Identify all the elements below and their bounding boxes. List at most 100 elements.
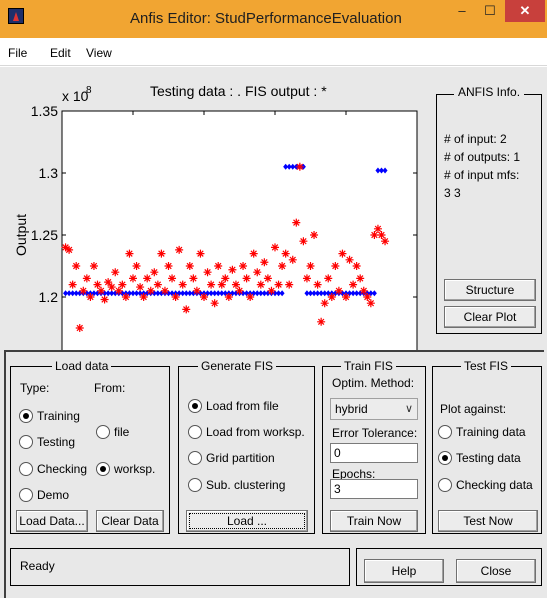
testing-data-point [263, 274, 272, 283]
bottom-frame [4, 350, 544, 598]
testing-data-point [200, 293, 208, 301]
from-label: From: [94, 381, 126, 395]
title-bar: Anfis Editor: StudPerformanceEvaluation … [0, 0, 547, 38]
radio-grid-partition[interactable] [188, 451, 202, 465]
epochs-label: Epochs: [332, 467, 376, 481]
testing-data-point [310, 231, 319, 239]
help-button[interactable]: Help [364, 559, 444, 583]
maximize-button[interactable]: ☐ [484, 3, 496, 18]
load-data-title: Load data [52, 359, 112, 373]
testing-data-point [178, 280, 187, 289]
optim-method-value: hybrid [335, 402, 368, 416]
fis-output-point [105, 290, 111, 297]
testing-data-point [317, 317, 326, 326]
train-now-button[interactable]: Train Now [330, 510, 418, 532]
plot-against-label: Plot against: [440, 402, 507, 416]
clear-data-button[interactable]: Clear Data [96, 510, 164, 532]
testing-data-point [175, 245, 184, 254]
radio-load-from-file[interactable] [188, 399, 202, 413]
window-title: Anfis Editor: StudPerformanceEvaluation [130, 10, 402, 27]
fis-output-point [318, 290, 324, 297]
fis-output-point [151, 290, 157, 297]
radio-demo[interactable] [19, 488, 33, 502]
testing-data-point [302, 274, 311, 283]
fis-output-point [166, 290, 171, 297]
train-fis-title: Train FIS [341, 359, 396, 373]
type-label: Type: [20, 381, 50, 395]
testing-data-point [271, 243, 279, 252]
minimize-button[interactable]: – [458, 3, 466, 18]
client-area: Testing data : . FIS output : * 02040608… [0, 67, 547, 598]
testing-data-point [224, 293, 233, 301]
radio-testing-data[interactable] [438, 451, 452, 465]
close-window-button[interactable]: ✕ [505, 0, 545, 22]
radio-testing[interactable] [19, 435, 33, 449]
epochs-input[interactable]: 3 [330, 479, 418, 499]
testing-data-point [239, 262, 248, 270]
testing-data-point [104, 278, 113, 287]
fis-output-point [382, 167, 388, 174]
radio-workspace-label: worksp. [114, 462, 156, 476]
fis-output-point [304, 290, 310, 297]
testing-data-point [150, 268, 159, 277]
y-tick-label: 1.35 [31, 103, 58, 119]
testing-data-point [139, 293, 148, 301]
test-now-button[interactable]: Test Now [438, 510, 538, 532]
testing-data-point [274, 280, 283, 289]
testing-data-point [334, 286, 343, 295]
menu-view[interactable]: View [86, 46, 112, 60]
testing-data-point [207, 280, 216, 289]
radio-sub-clustering[interactable] [188, 478, 202, 492]
testing-data-point [256, 280, 265, 289]
radio-training-data[interactable] [438, 425, 452, 439]
fis-output-point [155, 290, 161, 297]
fis-output-point [315, 290, 321, 297]
testing-data-point [249, 249, 258, 258]
testing-data-point [292, 218, 301, 227]
radio-training[interactable] [19, 409, 33, 423]
testing-data-point [171, 293, 180, 301]
radio-workspace[interactable] [96, 462, 110, 476]
radio-checking-data[interactable] [438, 478, 452, 492]
testing-data-point [189, 274, 198, 283]
structure-button[interactable]: Structure [444, 279, 536, 301]
menu-edit[interactable]: Edit [50, 46, 71, 60]
radio-training-label: Training [37, 409, 80, 423]
optim-method-select[interactable]: hybrid ∨ [330, 398, 418, 420]
testing-data-point [306, 262, 315, 270]
testing-data-point [153, 280, 162, 289]
close-button[interactable]: Close [456, 559, 536, 583]
testing-data-point [118, 280, 127, 289]
testing-data-point [75, 324, 84, 332]
fis-output-point [215, 290, 221, 297]
testing-data-point [111, 268, 120, 277]
testing-data-point [331, 262, 340, 270]
load-data-button[interactable]: Load Data... [16, 510, 88, 532]
fis-output-point [279, 290, 285, 297]
testing-data-point [285, 280, 294, 289]
testing-data-point [299, 237, 308, 246]
fis-output-point [130, 290, 136, 297]
radio-load-from-workspace[interactable] [188, 425, 202, 439]
info-input-mfs: # of input mfs: [444, 168, 520, 182]
fis-output-point [73, 290, 79, 297]
testing-data-point [61, 243, 70, 252]
clear-plot-button[interactable]: Clear Plot [444, 306, 536, 328]
fis-output-point [283, 163, 289, 170]
error-tolerance-label: Error Tolerance: [332, 426, 418, 440]
error-tolerance-input[interactable]: 0 [330, 443, 418, 463]
testing-data-point [107, 283, 116, 292]
radio-checking[interactable] [19, 462, 33, 476]
fis-output-point [102, 290, 108, 297]
radio-file[interactable] [96, 425, 110, 439]
load-fis-button[interactable]: Load ... [186, 510, 308, 532]
y-axis-label: Output [13, 214, 29, 256]
testing-data-point [377, 231, 386, 239]
radio-testing-label: Testing [37, 435, 76, 449]
fis-output-point [375, 167, 381, 174]
fis-output-point [109, 290, 115, 297]
testing-data-point [246, 293, 255, 301]
testing-data-point [93, 280, 102, 289]
menu-file[interactable]: File [8, 46, 28, 60]
radio-checking-label: Checking [37, 462, 88, 476]
